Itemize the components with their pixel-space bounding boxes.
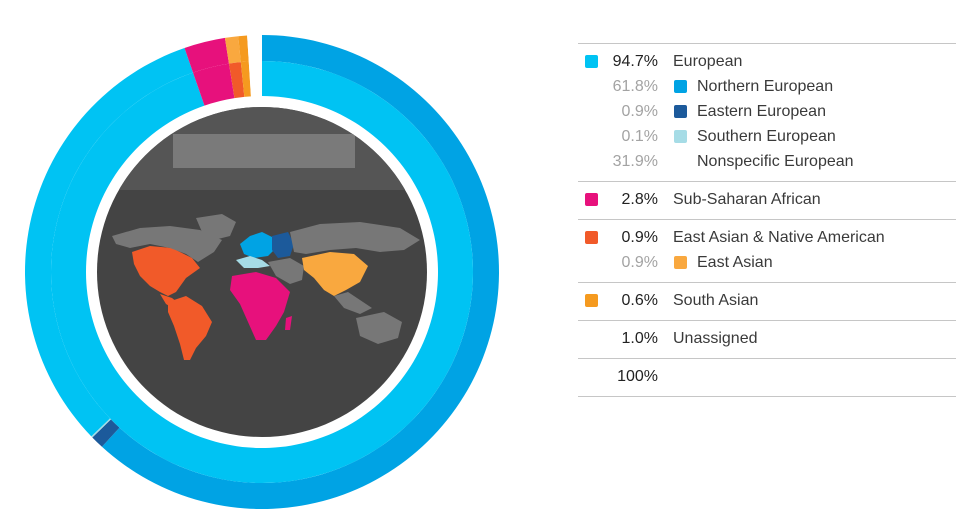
legend-row[interactable]: 0.9% Eastern European xyxy=(578,99,956,124)
region-eastern-europe xyxy=(272,232,294,258)
inner-ring-segment-sub-saharan-african xyxy=(193,63,235,106)
legend-row[interactable]: 0.1% Southern European xyxy=(578,124,956,149)
region-north-asia xyxy=(290,222,420,254)
region-australia xyxy=(356,312,402,344)
map-placeholder-box xyxy=(173,134,355,168)
region-southern-europe xyxy=(236,256,270,268)
outer-ring-segment-east-asian xyxy=(224,36,241,64)
legend-swatch xyxy=(585,193,598,206)
outer-ring-segment-south-asian xyxy=(238,35,249,63)
legend-swatch xyxy=(585,294,598,307)
ancestry-legend: 94.7% European 61.8% Northern European 0.9% E… xyxy=(578,43,956,397)
legend-label: Eastern European xyxy=(697,103,826,120)
legend-label: East Asian xyxy=(697,254,773,271)
legend-label: South Asian xyxy=(673,292,759,309)
region-madagascar xyxy=(285,316,292,330)
legend-label: Southern European xyxy=(697,128,836,145)
legend-label: Nonspecific European xyxy=(697,153,854,170)
legend-percent: 61.8% xyxy=(612,78,658,95)
legend-total: 100% xyxy=(617,368,658,385)
legend-percent: 0.6% xyxy=(621,292,658,309)
ancestry-rings xyxy=(24,35,500,509)
region-canada xyxy=(112,226,222,262)
outer-ring-segment-eastern-european xyxy=(92,419,120,447)
legend-swatch xyxy=(674,130,687,143)
region-africa xyxy=(230,272,290,340)
legend-percent: 0.9% xyxy=(621,103,658,120)
outer-ring-segment-northern-european xyxy=(101,35,500,509)
region-greenland xyxy=(196,214,236,240)
region-southeast-asia xyxy=(334,292,372,314)
legend-total-row: 100% xyxy=(578,364,956,389)
outer-ring-segment-nonspecific-european xyxy=(24,48,194,437)
legend-label: Sub-Saharan African xyxy=(673,191,821,208)
legend-group: 0.9% East Asian & Native American 0.9% East… xyxy=(578,219,956,282)
legend-group: 1.0% Unassigned xyxy=(578,320,956,358)
legend-row[interactable]: 2.8% Sub-Saharan African xyxy=(578,187,956,212)
legend-row[interactable]: 61.8% Northern European xyxy=(578,74,956,99)
legend-row[interactable]: 0.9% East Asian xyxy=(578,250,956,275)
legend-group: 0.6% South Asian xyxy=(578,282,956,320)
inner-ring-segment-south-asian xyxy=(240,61,251,97)
world-map xyxy=(97,107,427,437)
legend-label: Northern European xyxy=(697,78,834,95)
legend-percent: 2.8% xyxy=(621,191,658,208)
legend-swatch xyxy=(674,80,687,93)
legend-group: 2.8% Sub-Saharan African xyxy=(578,181,956,219)
inner-ring-segment-east-asian-native-american xyxy=(228,62,245,99)
legend-percent: 0.9% xyxy=(621,229,658,246)
region-northern-europe xyxy=(240,232,276,258)
inner-ring-segment-unassigned xyxy=(248,61,262,97)
legend-label: European xyxy=(673,53,743,70)
legend-row[interactable]: 1.0% Unassigned xyxy=(578,326,956,351)
legend-row[interactable]: 0.6% South Asian xyxy=(578,288,956,313)
outer-ring-segment-unassigned xyxy=(247,35,262,62)
legend-percent: 0.1% xyxy=(621,128,658,145)
outer-ring-segment-sub-saharan-african xyxy=(184,37,229,73)
legend-row[interactable]: 94.7% European xyxy=(578,49,956,74)
region-north-america xyxy=(132,246,200,296)
legend-swatch xyxy=(585,231,598,244)
legend-swatch xyxy=(674,256,687,269)
legend-total-group: 100% xyxy=(578,358,956,397)
legend-percent: 94.7% xyxy=(612,53,658,70)
legend-swatch xyxy=(585,55,598,68)
legend-swatch xyxy=(674,105,687,118)
legend-percent: 1.0% xyxy=(621,330,658,347)
outer-ring-segment-southern-european xyxy=(91,418,111,438)
legend-percent: 31.9% xyxy=(612,153,658,170)
region-south-america xyxy=(168,296,212,360)
region-east-asia xyxy=(302,252,368,296)
region-middle-east xyxy=(268,258,304,284)
legend-label: Unassigned xyxy=(673,330,758,347)
legend-row[interactable]: 31.9% Nonspecific European xyxy=(578,149,956,174)
legend-row[interactable]: 0.9% East Asian & Native American xyxy=(578,225,956,250)
legend-label: East Asian & Native American xyxy=(673,229,885,246)
legend-group: 94.7% European 61.8% Northern European 0.9% E… xyxy=(578,43,956,181)
legend-percent: 0.9% xyxy=(621,254,658,271)
